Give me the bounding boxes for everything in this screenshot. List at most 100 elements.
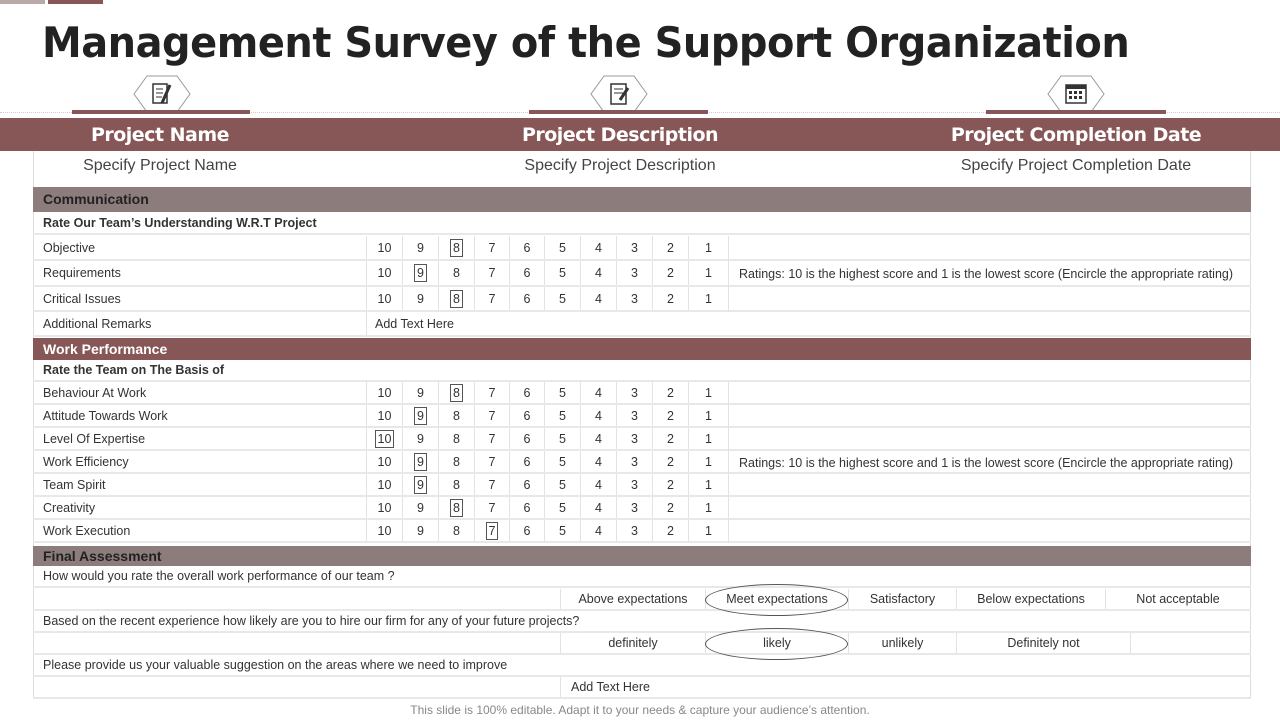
rating-option-7[interactable]: 7 — [474, 428, 509, 449]
rating-option-8[interactable]: 8 — [438, 451, 474, 472]
rating-option-3[interactable]: 3 — [616, 261, 652, 285]
rating-option-4[interactable]: 4 — [580, 520, 616, 541]
rating-option-9[interactable]: 9 — [402, 451, 438, 472]
rating-option-5[interactable]: 5 — [544, 382, 580, 403]
project-name-field[interactable]: Specify Project Name — [83, 157, 237, 174]
rating-option-1[interactable]: 1 — [688, 428, 728, 449]
suggestion-input[interactable]: Add Text Here — [560, 677, 1250, 697]
rating-option-6[interactable]: 6 — [509, 405, 544, 426]
rating-option-4[interactable]: 4 — [580, 261, 616, 285]
rating-option-10[interactable]: 10 — [366, 428, 402, 449]
rating-option-8[interactable]: 8 — [438, 261, 474, 285]
rating-option-1[interactable]: 1 — [688, 520, 728, 541]
option-definitely[interactable]: definitely — [560, 633, 705, 653]
rating-option-7[interactable]: 7 — [474, 261, 509, 285]
rating-option-9[interactable]: 9 — [402, 382, 438, 403]
rating-option-1[interactable]: 1 — [688, 261, 728, 285]
rating-option-5[interactable]: 5 — [544, 287, 580, 310]
rating-option-3[interactable]: 3 — [616, 382, 652, 403]
option-unlikely[interactable]: unlikely — [848, 633, 956, 653]
rating-option-5[interactable]: 5 — [544, 236, 580, 259]
rating-option-7[interactable]: 7 — [474, 382, 509, 403]
rating-option-6[interactable]: 6 — [509, 261, 544, 285]
rating-option-1[interactable]: 1 — [688, 236, 728, 259]
rating-option-10[interactable]: 10 — [366, 474, 402, 495]
rating-option-10[interactable]: 10 — [366, 520, 402, 541]
rating-option-7[interactable]: 7 — [474, 287, 509, 310]
rating-option-4[interactable]: 4 — [580, 382, 616, 403]
option-satisfactory[interactable]: Satisfactory — [848, 589, 956, 609]
rating-option-2[interactable]: 2 — [652, 428, 688, 449]
rating-option-2[interactable]: 2 — [652, 261, 688, 285]
rating-option-9[interactable]: 9 — [402, 497, 438, 518]
rating-option-8[interactable]: 8 — [438, 287, 474, 310]
rating-option-10[interactable]: 10 — [366, 497, 402, 518]
rating-option-6[interactable]: 6 — [509, 497, 544, 518]
rating-option-10[interactable]: 10 — [366, 236, 402, 259]
rating-option-8[interactable]: 8 — [438, 405, 474, 426]
rating-option-4[interactable]: 4 — [580, 405, 616, 426]
rating-option-4[interactable]: 4 — [580, 236, 616, 259]
rating-option-8[interactable]: 8 — [438, 474, 474, 495]
rating-option-2[interactable]: 2 — [652, 236, 688, 259]
rating-option-10[interactable]: 10 — [366, 287, 402, 310]
option-definitely-not[interactable]: Definitely not — [956, 633, 1130, 653]
rating-option-1[interactable]: 1 — [688, 451, 728, 472]
rating-option-9[interactable]: 9 — [402, 428, 438, 449]
rating-option-3[interactable]: 3 — [616, 405, 652, 426]
rating-option-5[interactable]: 5 — [544, 520, 580, 541]
rating-option-2[interactable]: 2 — [652, 451, 688, 472]
rating-option-7[interactable]: 7 — [474, 236, 509, 259]
rating-option-5[interactable]: 5 — [544, 261, 580, 285]
project-completion-date-field[interactable]: Specify Project Completion Date — [960, 157, 1192, 174]
rating-option-4[interactable]: 4 — [580, 474, 616, 495]
rating-option-8[interactable]: 8 — [438, 236, 474, 259]
rating-option-9[interactable]: 9 — [402, 520, 438, 541]
rating-option-2[interactable]: 2 — [652, 520, 688, 541]
rating-option-6[interactable]: 6 — [509, 451, 544, 472]
rating-option-7[interactable]: 7 — [474, 520, 509, 541]
rating-option-8[interactable]: 8 — [438, 497, 474, 518]
rating-option-6[interactable]: 6 — [509, 287, 544, 310]
rating-option-3[interactable]: 3 — [616, 236, 652, 259]
rating-option-6[interactable]: 6 — [509, 520, 544, 541]
rating-option-7[interactable]: 7 — [474, 405, 509, 426]
rating-option-1[interactable]: 1 — [688, 474, 728, 495]
rating-option-5[interactable]: 5 — [544, 497, 580, 518]
rating-option-3[interactable]: 3 — [616, 451, 652, 472]
rating-option-6[interactable]: 6 — [509, 382, 544, 403]
option-above-expectations[interactable]: Above expectations — [560, 589, 705, 609]
rating-option-2[interactable]: 2 — [652, 405, 688, 426]
rating-option-5[interactable]: 5 — [544, 474, 580, 495]
option-not-acceptable[interactable]: Not acceptable — [1105, 589, 1250, 609]
rating-option-9[interactable]: 9 — [402, 405, 438, 426]
rating-option-1[interactable]: 1 — [688, 497, 728, 518]
rating-option-10[interactable]: 10 — [366, 382, 402, 403]
rating-option-8[interactable]: 8 — [438, 428, 474, 449]
rating-option-9[interactable]: 9 — [402, 261, 438, 285]
rating-option-4[interactable]: 4 — [580, 287, 616, 310]
rating-option-3[interactable]: 3 — [616, 428, 652, 449]
rating-option-7[interactable]: 7 — [474, 451, 509, 472]
rating-option-5[interactable]: 5 — [544, 451, 580, 472]
rating-option-7[interactable]: 7 — [474, 474, 509, 495]
rating-option-1[interactable]: 1 — [688, 382, 728, 403]
rating-option-2[interactable]: 2 — [652, 382, 688, 403]
rating-option-3[interactable]: 3 — [616, 474, 652, 495]
rating-option-4[interactable]: 4 — [580, 451, 616, 472]
rating-option-10[interactable]: 10 — [366, 405, 402, 426]
rating-option-4[interactable]: 4 — [580, 497, 616, 518]
remarks-input[interactable]: Add Text Here — [375, 316, 454, 331]
rating-option-9[interactable]: 9 — [402, 474, 438, 495]
rating-option-9[interactable]: 9 — [402, 287, 438, 310]
option-below-expectations[interactable]: Below expectations — [956, 589, 1105, 609]
rating-option-1[interactable]: 1 — [688, 287, 728, 310]
rating-option-8[interactable]: 8 — [438, 382, 474, 403]
rating-option-4[interactable]: 4 — [580, 428, 616, 449]
rating-option-5[interactable]: 5 — [544, 428, 580, 449]
rating-option-5[interactable]: 5 — [544, 405, 580, 426]
rating-option-3[interactable]: 3 — [616, 497, 652, 518]
rating-option-3[interactable]: 3 — [616, 287, 652, 310]
rating-option-3[interactable]: 3 — [616, 520, 652, 541]
rating-option-6[interactable]: 6 — [509, 474, 544, 495]
